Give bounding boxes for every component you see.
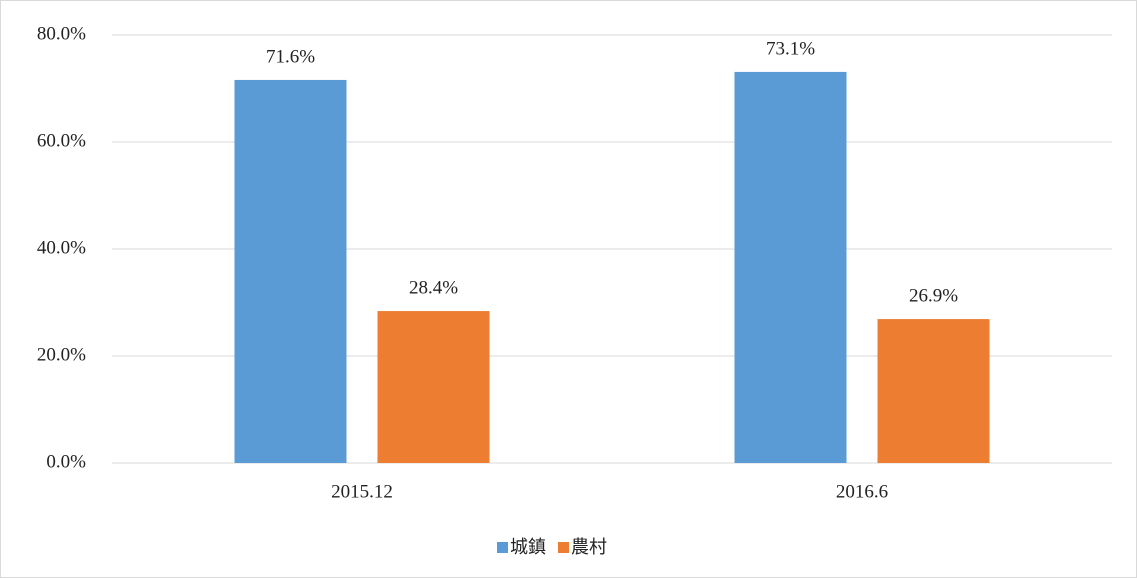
bar bbox=[377, 311, 490, 463]
y-tick-label: 0.0% bbox=[46, 451, 86, 472]
x-tick-label: 2016.6 bbox=[836, 481, 888, 502]
bar bbox=[734, 71, 847, 463]
y-tick-label: 80.0% bbox=[37, 23, 86, 44]
data-label: 73.1% bbox=[766, 38, 815, 59]
legend-label: 農村 bbox=[571, 537, 607, 558]
bar bbox=[234, 79, 347, 463]
y-tick-label: 40.0% bbox=[37, 237, 86, 258]
legend-swatch bbox=[558, 542, 569, 553]
legend-swatch bbox=[497, 542, 508, 553]
data-label: 28.4% bbox=[409, 277, 458, 298]
x-tick-label: 2015.12 bbox=[331, 481, 393, 502]
y-tick-label: 20.0% bbox=[37, 344, 86, 365]
data-label: 26.9% bbox=[909, 285, 958, 306]
data-label: 71.6% bbox=[266, 46, 315, 67]
bar bbox=[877, 319, 990, 463]
legend-label: 城鎮 bbox=[510, 537, 546, 558]
y-tick-label: 60.0% bbox=[37, 130, 86, 151]
